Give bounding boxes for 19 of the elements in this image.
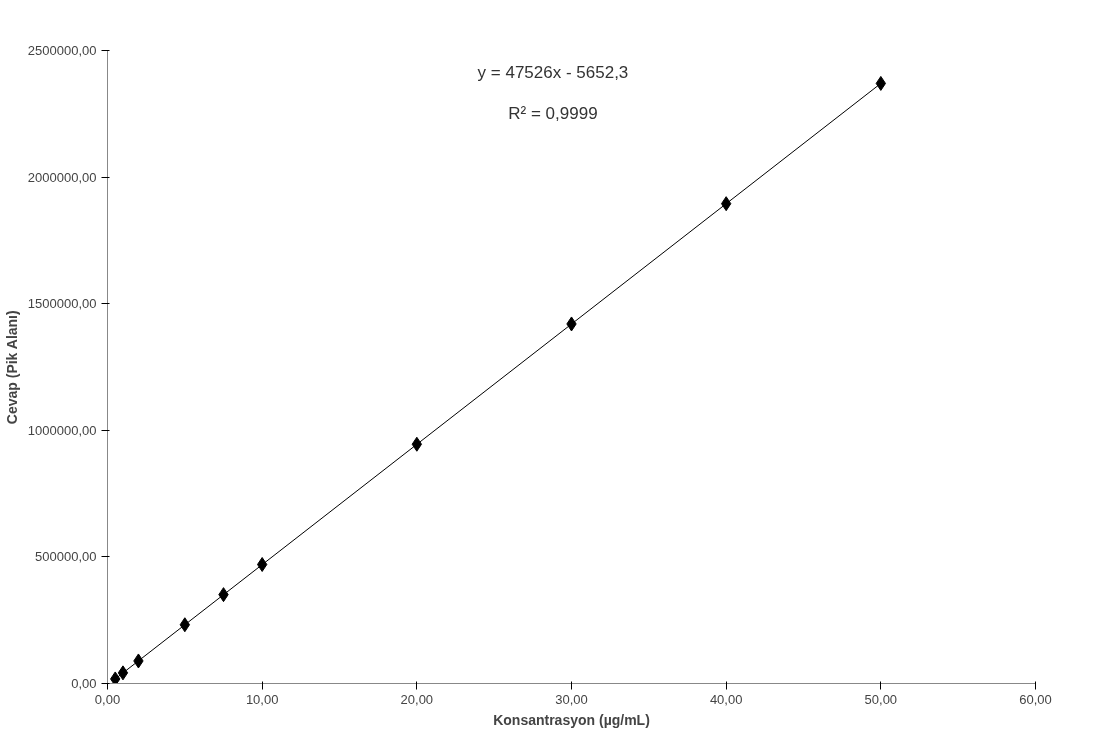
x-tick-label: 60,00 <box>1019 691 1052 707</box>
y-tick-label: 500000,00 <box>35 549 97 565</box>
x-tick-label: 20,00 <box>400 691 434 707</box>
x-tick-label: 30,00 <box>555 691 588 707</box>
x-tick-label: 40,00 <box>709 691 743 707</box>
annotation: R² = 0,9999 <box>508 104 598 124</box>
point <box>257 557 268 572</box>
y-tick-label: 1000000,00 <box>27 422 97 438</box>
point <box>110 671 121 684</box>
y-axis-title: Cevap (Pik Alanı) <box>3 310 20 425</box>
x-axis-title: Konsantrasyon (µg/mL) <box>493 711 650 728</box>
y-tick-label: 2500000,00 <box>27 43 97 58</box>
x-tick-label: 50,00 <box>864 691 898 707</box>
x-tick-label: 0,00 <box>94 691 121 707</box>
y-tick-label: 0,00 <box>71 676 97 691</box>
y-tick-label: 1500000,00 <box>27 296 97 312</box>
x-tick-label: 10,00 <box>245 691 279 707</box>
annotation: y = 47526x - 5652,3 <box>477 63 629 83</box>
y-tick-label: 2000000,00 <box>27 169 97 185</box>
